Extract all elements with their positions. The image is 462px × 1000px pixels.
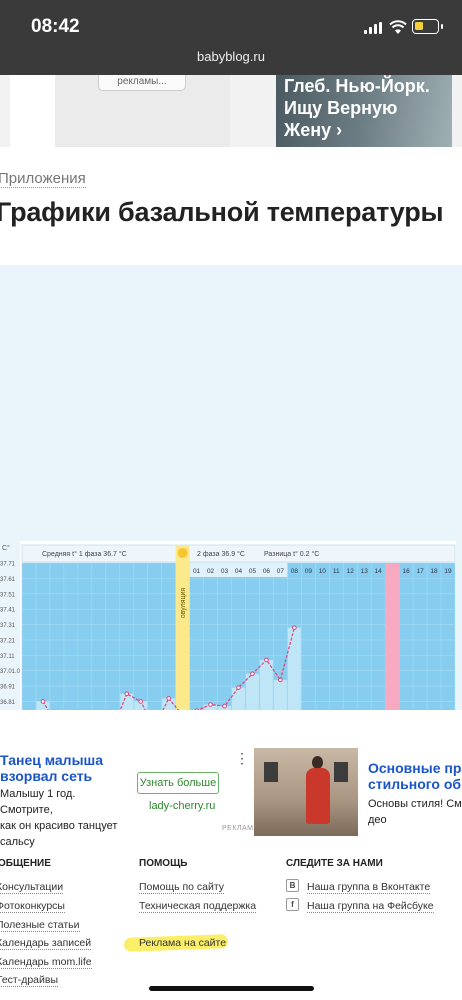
temperature-point <box>222 703 227 709</box>
ad-photo[interactable]: Глеб. Нью-Йорк. Ищу Верную Жену › <box>276 75 452 147</box>
bbt-chart: Средняя t° 1 фаза 36.7 °C 2 фаза 36.9 °C Р… <box>0 265 462 967</box>
diff-label: Разница t° 0.2 °C <box>264 550 319 558</box>
top-day-label: 11 <box>333 568 340 575</box>
temperature-bar <box>273 679 287 763</box>
home-indicator[interactable] <box>149 986 314 991</box>
top-day-label: 17 <box>416 568 424 575</box>
top-day-label: 16 <box>402 568 410 575</box>
footer-col-title: ОБЩЕНИЕ <box>0 858 51 869</box>
phase1-label: Средняя t° 1 фаза 36.7 °C <box>42 550 127 558</box>
temperature-point <box>292 625 297 630</box>
temperature-point <box>194 708 199 713</box>
temperature-point <box>166 696 171 701</box>
marked-day-column <box>385 563 400 763</box>
y-tick-label: 37.01.0 <box>0 669 21 675</box>
ad-button[interactable]: рекламы... <box>98 75 186 91</box>
footer-link[interactable]: Календарь mom.life <box>0 956 92 969</box>
ovulation-column <box>175 545 190 763</box>
temperature-point <box>208 702 213 707</box>
battery-icon <box>412 19 443 34</box>
top-day-label: 12 <box>347 568 355 575</box>
y-tick-label: 37.31 <box>0 623 16 629</box>
top-day-label: 05 <box>249 568 257 575</box>
temperature-bar <box>245 673 259 763</box>
y-tick-label: 37.61 <box>0 577 16 583</box>
top-day-label: 07 <box>277 568 285 575</box>
temperature-point <box>236 685 241 690</box>
vk-icon[interactable]: B <box>286 879 299 892</box>
temperature-bar <box>232 687 245 763</box>
status-bar: 08:42 babyblog.ru <box>0 0 462 75</box>
top-day-label: 10 <box>319 568 327 575</box>
temperature-point <box>278 677 283 683</box>
y-tick-label: 37.11 <box>0 654 15 660</box>
y-tick-label: 37.51 <box>0 592 16 598</box>
top-day-label: 03 <box>221 568 229 575</box>
ad-headline-2[interactable]: Основные пра стильного обр <box>368 760 462 792</box>
page-title: Графики базальной температуры <box>0 197 444 227</box>
footer-link-ads[interactable]: Реклама на сайте <box>139 937 227 949</box>
y-tick-label: 37.41 <box>0 608 16 614</box>
y-tick-label: 36.91 <box>0 685 16 691</box>
temperature-bar <box>287 627 301 763</box>
ad-block[interactable]: Танец малыша взорвал сеть Малышу 1 год. С… <box>0 748 462 848</box>
top-day-label: 04 <box>235 568 243 575</box>
top-day-label: 14 <box>375 568 383 575</box>
y-tick-label: 37.21 <box>0 638 16 644</box>
address-bar-url[interactable]: babyblog.ru <box>197 49 265 64</box>
footer-col-title: СЛЕДИТЕ ЗА НАМИ <box>286 858 383 869</box>
chart-header-row <box>21 544 456 563</box>
ad-line: Ищу Верную <box>284 98 398 118</box>
phase2-label: 2 фаза 36.9 °C <box>197 550 245 558</box>
top-day-label: 19 <box>444 568 452 575</box>
unit-label: C° <box>2 544 10 552</box>
footer-link[interactable]: Полезные статьи <box>0 919 80 932</box>
footer-link[interactable]: Тест-драйвы <box>0 974 59 987</box>
footer-link[interactable]: Фотоконкурсы <box>0 900 65 913</box>
y-tick-label: 37.71 <box>0 562 16 568</box>
top-ad-banner[interactable]: рекламы... Глеб. Нью-Йорк. Ищу Верную Же… <box>0 75 462 147</box>
wifi-icon <box>389 20 407 34</box>
footer-link[interactable]: Консультации <box>0 881 64 894</box>
footer-link[interactable]: Календарь записей <box>0 937 92 950</box>
breadcrumb[interactable]: Приложения <box>0 170 86 188</box>
top-day-label: 08 <box>291 568 299 575</box>
ad-label: РЕКЛАМА <box>222 825 259 832</box>
top-day-label: 06 <box>263 568 271 575</box>
more-options-icon[interactable]: ⋮ <box>235 750 249 766</box>
top-day-label: 13 <box>361 568 369 575</box>
ad-line: Глеб. Нью-Йорк. <box>284 76 430 96</box>
footer-link[interactable]: Техническая поддержка <box>139 900 257 913</box>
top-day-label: 02 <box>207 568 215 575</box>
temperature-point <box>124 691 130 697</box>
clock: 08:42 <box>31 16 80 37</box>
ad-photo-woman[interactable] <box>254 748 358 836</box>
footer-col-title: ПОМОЩЬ <box>139 858 188 869</box>
temperature-point <box>138 699 144 704</box>
ad-body: Малышу 1 год. Смотрите, как он красиво та… <box>0 788 118 848</box>
ad-line: Жену › <box>284 120 343 140</box>
y-tick-label: 36.81 <box>0 700 16 706</box>
temperature-point <box>40 699 46 704</box>
learn-more-button[interactable]: Узнать больше <box>137 772 219 794</box>
footer-link[interactable]: Наша группа в Вконтакте <box>307 881 431 894</box>
signal-icon <box>364 22 382 34</box>
chart-svg: Средняя t° 1 фаза 36.7 °C 2 фаза 36.9 °C Р… <box>0 541 462 967</box>
day-row-bg <box>189 563 288 577</box>
ad-body-2: Основы стиля! Смо део <box>368 798 462 826</box>
ad-domain[interactable]: lady-cherry.ru <box>149 800 216 812</box>
facebook-icon[interactable]: f <box>286 898 299 911</box>
footer-link[interactable]: Помощь по сайту <box>139 881 225 894</box>
temperature-point <box>250 671 255 677</box>
ovulation-label: овуляция <box>180 588 187 619</box>
site-footer: ОБЩЕНИЕ ПОМОЩЬ СЛЕДИТЕ ЗА НАМИ Консульта… <box>0 850 462 1000</box>
footer-link[interactable]: Наша группа на Фейсбуке <box>307 900 434 913</box>
top-day-label: 01 <box>193 568 201 575</box>
top-day-label: 09 <box>305 568 313 575</box>
top-day-label: 18 <box>430 568 438 575</box>
ad-headline[interactable]: Танец малыша взорвал сеть <box>0 752 103 784</box>
temperature-bar <box>120 693 134 763</box>
ovulation-sun-icon <box>177 548 188 558</box>
temperature-point <box>264 657 269 663</box>
